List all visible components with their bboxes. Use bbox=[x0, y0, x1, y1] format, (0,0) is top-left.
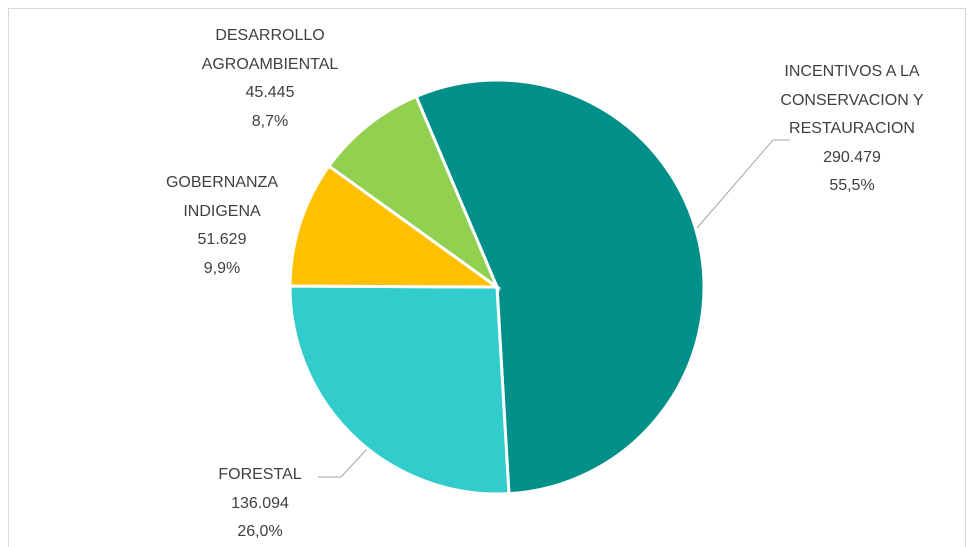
value-label: 290.479 bbox=[823, 148, 881, 166]
leader-line bbox=[318, 448, 368, 478]
data-label: GOBERNANZA INDIGENA 51.629 9,9% bbox=[147, 169, 297, 283]
chart-frame bbox=[8, 8, 966, 547]
pie-slice bbox=[288, 284, 511, 496]
percent-label: 8,7% bbox=[251, 112, 289, 130]
category-label: DESARROLLO AGROAMBIENTAL bbox=[201, 27, 339, 73]
value-label: 45.445 bbox=[245, 84, 295, 101]
data-label: DESARROLLO AGROAMBIENTAL 45.445 8,7% bbox=[190, 22, 350, 136]
percent-label: 9,9% bbox=[203, 259, 241, 277]
data-label: FORESTAL 136.094 26,0% bbox=[200, 461, 320, 547]
value-label: 51.629 bbox=[197, 231, 247, 248]
pie-slice bbox=[414, 78, 706, 496]
category-label: INCENTIVOS A LA CONSERVACION Y RESTAURAC… bbox=[780, 63, 924, 137]
category-label: FORESTAL bbox=[218, 466, 302, 483]
pie-slice bbox=[326, 94, 501, 292]
category-label: GOBERNANZA INDIGENA bbox=[165, 174, 278, 220]
percent-label: 26,0% bbox=[237, 523, 283, 540]
value-label: 136.094 bbox=[231, 494, 289, 512]
data-label: INCENTIVOS A LA CONSERVACION Y RESTAURAC… bbox=[767, 58, 937, 201]
leader-line bbox=[696, 139, 790, 229]
percent-label: 55,5% bbox=[829, 177, 875, 194]
pie-slice bbox=[288, 163, 502, 289]
